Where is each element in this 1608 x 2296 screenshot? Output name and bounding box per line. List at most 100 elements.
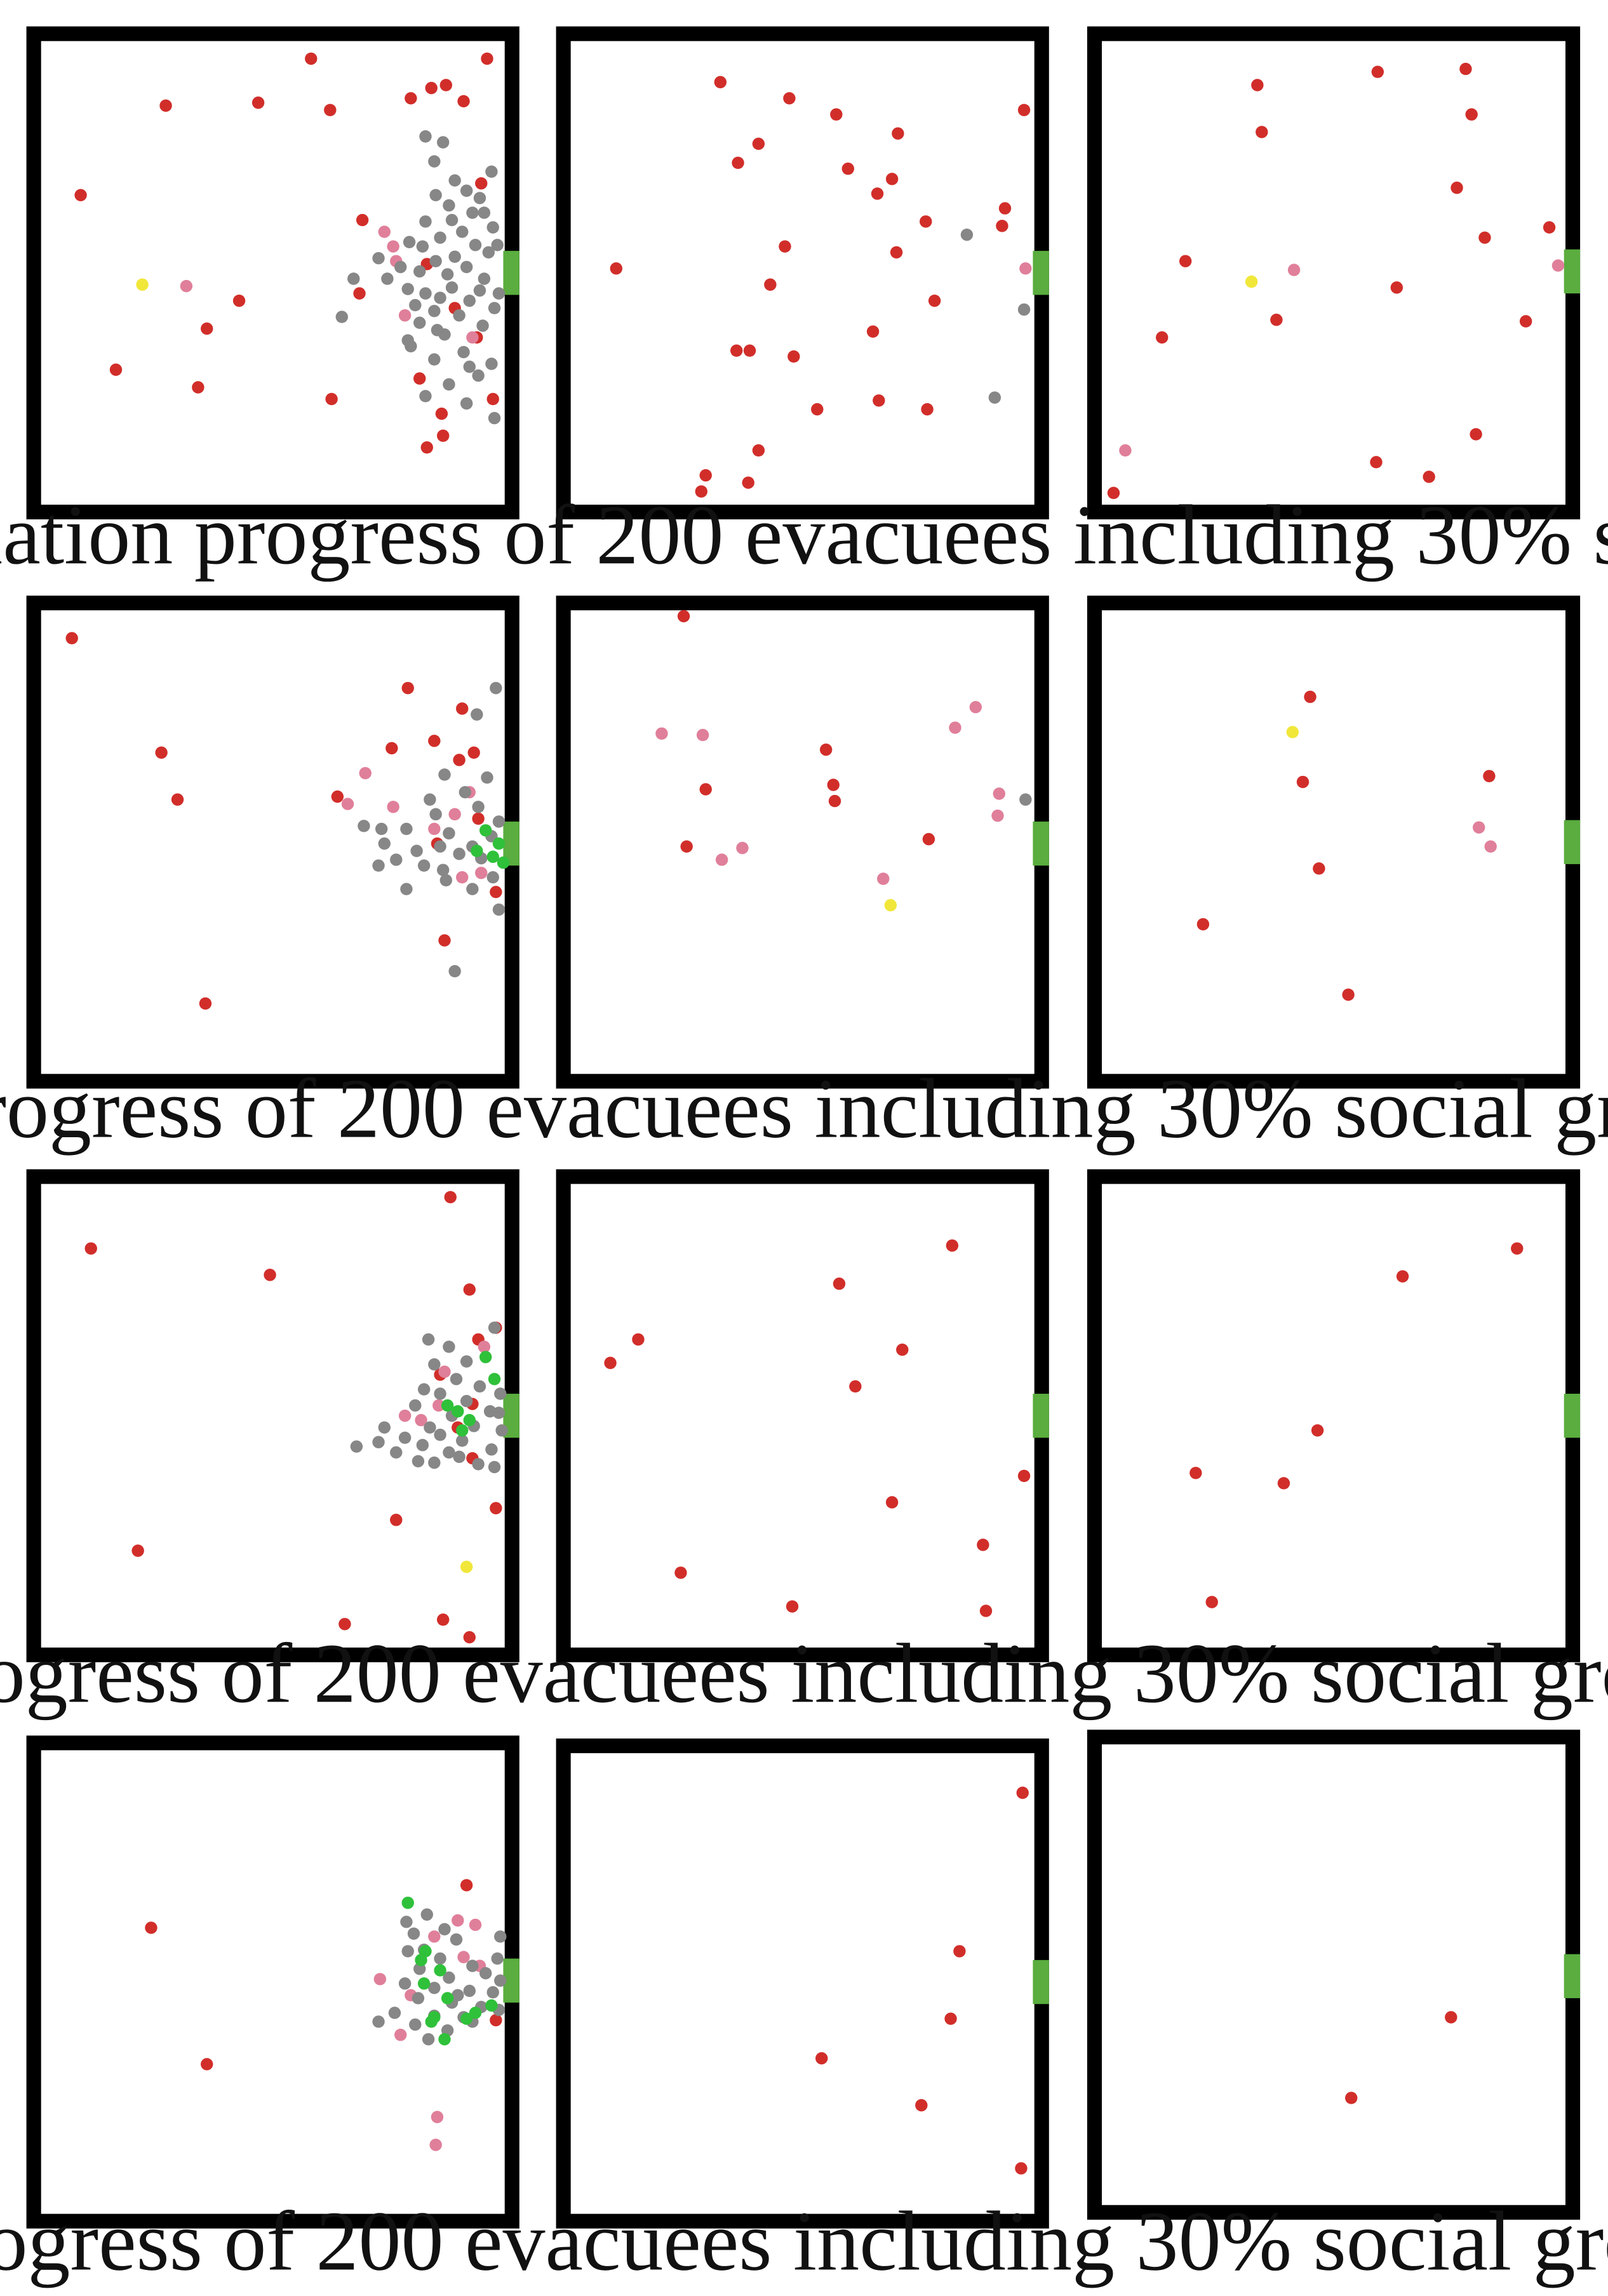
evacuee-gray	[460, 184, 473, 197]
evacuee-gray	[460, 1394, 473, 1408]
evacuee-gray	[443, 827, 455, 840]
evacuee-gray	[443, 378, 455, 391]
room-wall	[556, 596, 1049, 1089]
evacuee-pink	[448, 808, 461, 821]
evacuee-red	[1465, 108, 1478, 121]
evacuee-red	[109, 363, 123, 376]
evacuee-red	[1483, 770, 1496, 782]
evacuee-red	[873, 394, 885, 407]
evacuee-gray	[412, 1455, 425, 1468]
evacuee-red	[1304, 690, 1317, 704]
evacuee-gray	[429, 255, 442, 267]
evacuee-gray	[378, 837, 391, 850]
evacuee-gray	[490, 681, 502, 695]
evacuee-red	[171, 793, 184, 806]
evacuee-red	[632, 1333, 645, 1346]
exit-door	[1564, 1954, 1581, 1998]
evacuee-pink	[478, 1340, 491, 1353]
evacuee-gray	[443, 199, 455, 212]
exit-door	[1564, 1394, 1581, 1438]
evacuee-red	[201, 2058, 213, 2071]
evacuees-b-1	[65, 632, 510, 1010]
evacuee-red	[732, 156, 744, 170]
evacuee-pink	[1484, 840, 1497, 853]
evacuee-red	[438, 934, 451, 947]
evacuee-gray	[448, 250, 461, 264]
evacuee-red	[885, 173, 899, 185]
evacuee-red	[1423, 471, 1435, 483]
evacuee-gray	[492, 815, 506, 828]
evacuee-red	[1296, 775, 1310, 789]
evacuee-red	[1017, 103, 1031, 116]
evacuee-pink	[475, 867, 488, 879]
evacuee-gray	[419, 390, 432, 403]
room-wall	[556, 1169, 1049, 1662]
evacuee-green	[463, 1413, 476, 1427]
evacuee-red	[1519, 315, 1532, 328]
evacuee-red	[325, 392, 338, 406]
evacuee-red	[890, 246, 903, 259]
evacuee-gray	[428, 1456, 441, 1469]
evacuee-gray	[488, 1460, 501, 1474]
evacuee-gray	[416, 1439, 429, 1452]
evacuee-gray	[478, 272, 491, 285]
evacuee-gray	[431, 324, 444, 337]
evacuee-gray	[434, 840, 446, 853]
room-wall	[26, 1169, 519, 1662]
evacuee-gray	[390, 853, 403, 866]
room-wall	[1087, 1730, 1581, 2220]
evacuee-gray	[434, 291, 446, 304]
evacuee-red	[871, 187, 884, 200]
evacuee-red	[463, 1631, 476, 1644]
evacuee-green	[488, 1373, 501, 1385]
evacuee-red	[490, 1502, 502, 1514]
evacuee-gray	[460, 1355, 473, 1368]
room-wall	[1087, 1169, 1581, 1662]
evacuee-gray	[434, 1952, 446, 1965]
evacuees-b-2	[655, 610, 1032, 912]
evacuee-pink	[438, 1365, 451, 1378]
evacuee-red	[490, 2013, 502, 2027]
evacuee-gray	[434, 231, 446, 244]
evacuee-red	[677, 610, 690, 623]
evacuee-pink	[1287, 264, 1301, 276]
evacuee-red	[752, 444, 765, 457]
evacuee-red	[456, 702, 469, 715]
evacuee-gray	[473, 1380, 486, 1393]
evacuee-red	[444, 1191, 457, 1204]
evacuees-c-2	[604, 1239, 1031, 1617]
evacuee-red	[996, 220, 1008, 232]
evacuee-red	[264, 1269, 276, 1281]
evacuee-gray	[350, 1440, 363, 1453]
evacuee-gray	[424, 793, 436, 806]
evacuee-green	[438, 2032, 451, 2046]
evacuee-red	[922, 832, 935, 846]
evacuee-red	[841, 163, 855, 175]
evacuee-gray	[407, 1927, 420, 1940]
exit-door	[1564, 820, 1581, 864]
evacuee-red	[743, 344, 756, 357]
evacuee-red	[439, 79, 453, 91]
evacuee-red	[420, 441, 433, 454]
evacuee-red	[714, 76, 727, 89]
evacuee-gray	[448, 174, 461, 187]
evacuee-red	[866, 325, 880, 338]
evacuee-red	[356, 213, 369, 227]
evacuee-red	[680, 840, 693, 853]
evacuee-red	[604, 1356, 617, 1370]
evacuee-red	[436, 1613, 450, 1626]
evacuee-green	[415, 1954, 427, 1966]
evacuee-pink	[993, 787, 1005, 800]
evacuee-red	[145, 1921, 157, 1934]
evacuee-gray	[428, 1358, 441, 1371]
room-c-1	[26, 1169, 519, 1662]
evacuee-red	[1256, 126, 1268, 138]
evacuee-red	[331, 790, 344, 803]
evacuee-red	[428, 735, 441, 747]
evacuee-red	[199, 997, 212, 1010]
evacuee-gray	[494, 1387, 507, 1400]
evacuee-gray	[453, 309, 466, 322]
evacuee-gray	[495, 1424, 508, 1437]
evacuee-gray	[476, 319, 489, 332]
evacuee-gray	[479, 1966, 492, 1980]
